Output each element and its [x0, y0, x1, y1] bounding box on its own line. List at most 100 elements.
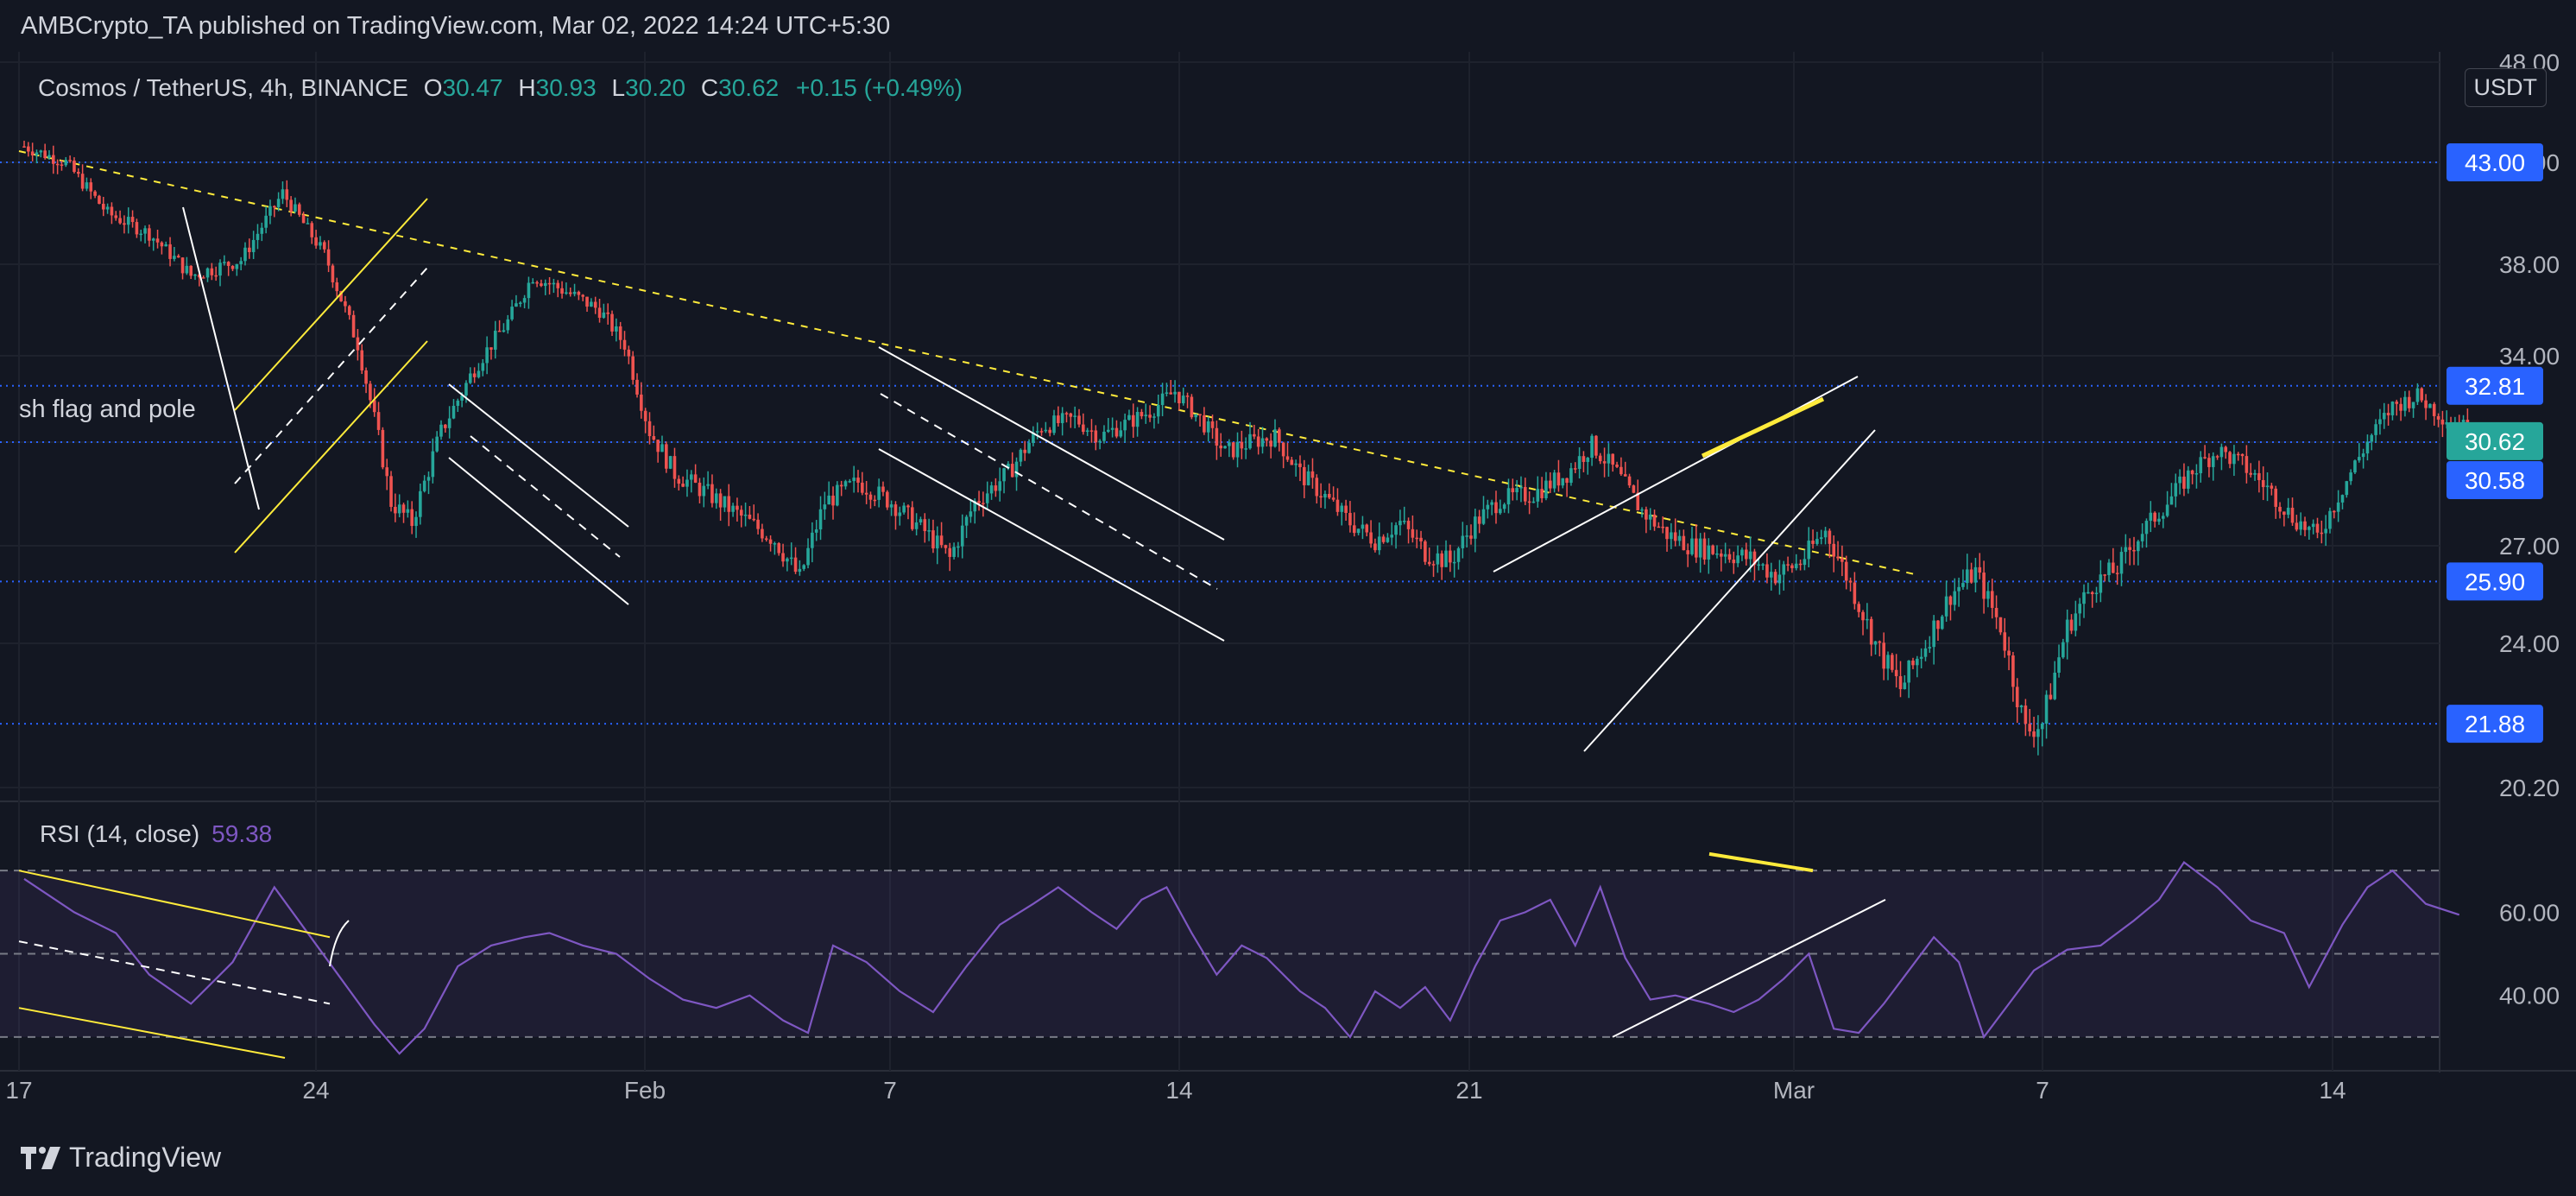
candle-body: [1727, 554, 1732, 560]
candle-body: [2420, 388, 2424, 401]
candle-body: [656, 440, 660, 452]
candle-body: [447, 418, 451, 428]
candle-body: [868, 494, 873, 500]
candle-body: [2094, 592, 2099, 594]
candle-body: [1386, 537, 1390, 542]
candle-body: [456, 400, 460, 406]
candle-body: [1119, 430, 1123, 437]
candle-body: [130, 217, 135, 223]
candle-body: [2333, 510, 2336, 513]
candle-body: [568, 292, 572, 294]
candle-body: [1998, 617, 2003, 633]
candle-body: [977, 501, 981, 503]
candle-body: [1590, 435, 1594, 459]
candle-body: [552, 282, 556, 285]
candle-body: [1373, 543, 1377, 551]
candle-body: [2249, 472, 2253, 475]
candle-body: [1798, 563, 1803, 566]
candle-body: [1932, 620, 1935, 648]
candle-body: [1769, 572, 1773, 578]
candle-body: [1844, 561, 1848, 581]
candle-body: [339, 291, 343, 301]
candle-body: [2007, 650, 2011, 656]
candle-body: [1377, 536, 1381, 551]
candle-body: [985, 493, 989, 503]
candle-body: [444, 424, 447, 428]
channel2-midline: [880, 393, 1218, 590]
candle-body: [1278, 429, 1281, 443]
candle-body: [2282, 511, 2286, 516]
rsi-label[interactable]: RSI (14, close): [40, 820, 200, 847]
candle-body: [1110, 427, 1114, 430]
candle-body: [1044, 429, 1048, 432]
candle-body: [672, 456, 677, 479]
candle-body: [489, 347, 493, 350]
flag-midline: [234, 267, 428, 484]
candle-body: [2440, 419, 2445, 425]
candle-body: [627, 349, 631, 357]
level-badge: [2447, 705, 2543, 744]
candle-body: [1461, 535, 1465, 548]
symbol-legend[interactable]: Cosmos / TetherUS, 4h, BINANCE O30.47 H3…: [38, 74, 963, 102]
candle-body: [522, 298, 527, 303]
x-tick-label: 24: [302, 1077, 329, 1104]
candle-body: [1736, 555, 1739, 564]
candle-body: [1961, 583, 1965, 587]
candle-body: [1185, 396, 1190, 397]
candle-body: [2432, 403, 2436, 416]
candle-body: [510, 307, 514, 320]
candle-body: [2211, 456, 2215, 467]
candle-body: [1144, 414, 1148, 417]
candle-body: [2236, 453, 2240, 456]
candle-body: [2257, 472, 2261, 480]
candle-body: [2415, 388, 2420, 402]
symbol-name[interactable]: Cosmos / TetherUS, 4h, BINANCE: [38, 74, 408, 101]
candle-body: [2053, 672, 2057, 699]
candle-body: [2099, 574, 2103, 593]
candle-body: [969, 511, 973, 517]
candle-body: [223, 262, 226, 263]
candle-body: [1748, 551, 1752, 560]
candle-body: [1089, 430, 1094, 432]
currency-unit-button[interactable]: USDT: [2464, 68, 2547, 107]
candle-body: [1219, 446, 1223, 449]
candle-body: [326, 249, 331, 266]
candle-body: [460, 395, 464, 401]
x-tick-label: 14: [1165, 1077, 1192, 1104]
candle-body: [1752, 551, 1757, 565]
candle-body: [376, 412, 381, 430]
candle-body: [1190, 396, 1194, 418]
candle-body: [856, 478, 860, 483]
candle-body: [1911, 660, 1915, 666]
candle-body: [1786, 564, 1790, 566]
candle-body: [1903, 682, 1907, 690]
candle-body: [22, 146, 26, 148]
candle-body: [714, 493, 718, 503]
candle-body: [1365, 524, 1369, 533]
rsi-legend[interactable]: RSI (14, close) 59.38: [40, 820, 272, 848]
candle-body: [1744, 549, 1748, 560]
candle-body: [2274, 488, 2277, 507]
candle-body: [1907, 660, 1910, 683]
candle-body: [1636, 492, 1640, 511]
candle-body: [1840, 558, 1844, 562]
candle-body: [2090, 592, 2094, 594]
candle-body: [2082, 592, 2086, 604]
tradingview-brand[interactable]: TradingView: [21, 1142, 221, 1174]
candle-body: [2165, 504, 2169, 516]
candle-body: [289, 199, 293, 212]
candle-body: [155, 238, 160, 243]
candle-body: [1598, 455, 1602, 462]
candle-body: [839, 484, 843, 487]
candle-body: [2144, 521, 2149, 535]
candle-body: [889, 504, 893, 508]
candle-body: [273, 206, 276, 208]
candle-body: [836, 484, 839, 506]
candle-body: [451, 405, 456, 419]
candle-body: [2219, 446, 2224, 458]
level-badge: [2447, 461, 2543, 499]
candle-body: [1544, 480, 1548, 498]
candle-body: [1582, 456, 1586, 462]
candle-body: [706, 484, 710, 486]
